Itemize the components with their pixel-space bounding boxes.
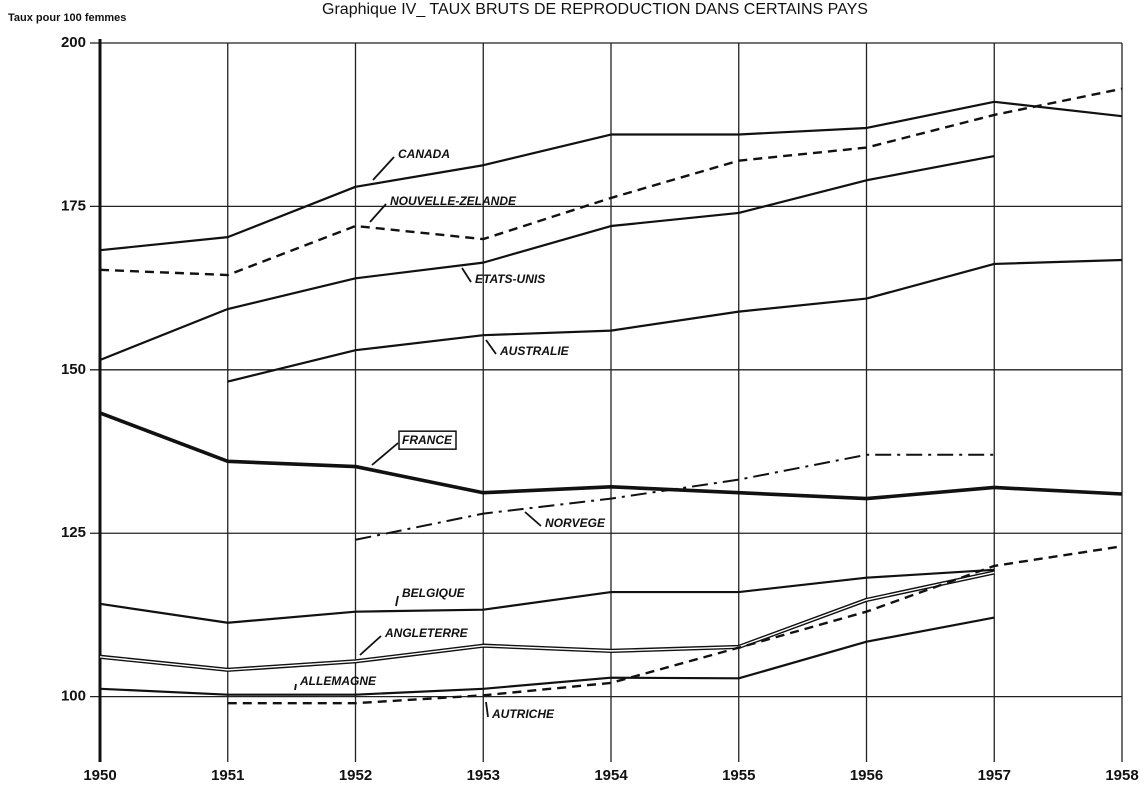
x-tick-label: 1955 [722, 767, 755, 784]
label-box [398, 430, 457, 450]
label-arrow [372, 156, 395, 181]
series-line [99, 154, 995, 362]
series-line [99, 87, 1123, 277]
y-tick-label: 175 [61, 197, 86, 214]
chart-title: Graphique IV_ TAUX BRUTS DE REPRODUCTION… [322, 1, 868, 18]
series-label: NOUVELLE-ZELANDE [390, 194, 517, 208]
series-label: AUSTRALIE [499, 344, 570, 358]
label-arrow [369, 203, 387, 223]
series-label: AUTRICHE [491, 707, 555, 721]
series-label: ANGLETERRE [384, 626, 469, 640]
x-tick-label: 1956 [850, 767, 883, 784]
y-axis-label: Taux pour 100 femmes [8, 12, 126, 24]
series-line [355, 453, 995, 541]
series-line [99, 616, 995, 696]
series-label: NORVEGE [545, 516, 606, 530]
label-arrow [395, 595, 399, 607]
series-line [227, 545, 1123, 705]
y-tick-label: 100 [61, 688, 86, 705]
x-tick-label: 1958 [1105, 767, 1138, 784]
x-tick-label: 1957 [978, 767, 1011, 784]
x-tick-label: 1951 [211, 767, 244, 784]
label-arrow [485, 701, 489, 718]
label-arrow [294, 683, 297, 691]
series-line [227, 258, 1123, 383]
series-label: CANADA [398, 147, 450, 161]
x-tick-label: 1953 [467, 767, 500, 784]
series-label: BELGIQUE [402, 586, 466, 600]
label-arrow [371, 442, 399, 466]
label-arrow [461, 267, 472, 283]
x-tick-label: 1950 [83, 767, 116, 784]
label-arrow [485, 339, 497, 355]
series-label: ALLEMAGNE [299, 674, 377, 688]
label-arrow [524, 511, 542, 527]
y-tick-label: 200 [61, 34, 86, 51]
series-line-inner [99, 571, 995, 671]
series-line [99, 411, 1123, 501]
series-label: FRANCE [402, 433, 453, 447]
series-line [99, 568, 995, 624]
series-line [99, 100, 1123, 252]
y-tick-label: 150 [61, 361, 86, 378]
y-tick-label: 125 [61, 524, 86, 541]
series-label: ETATS-UNIS [475, 272, 545, 286]
x-tick-label: 1954 [594, 767, 628, 784]
label-arrow [359, 635, 382, 656]
x-tick-label: 1952 [339, 767, 372, 784]
